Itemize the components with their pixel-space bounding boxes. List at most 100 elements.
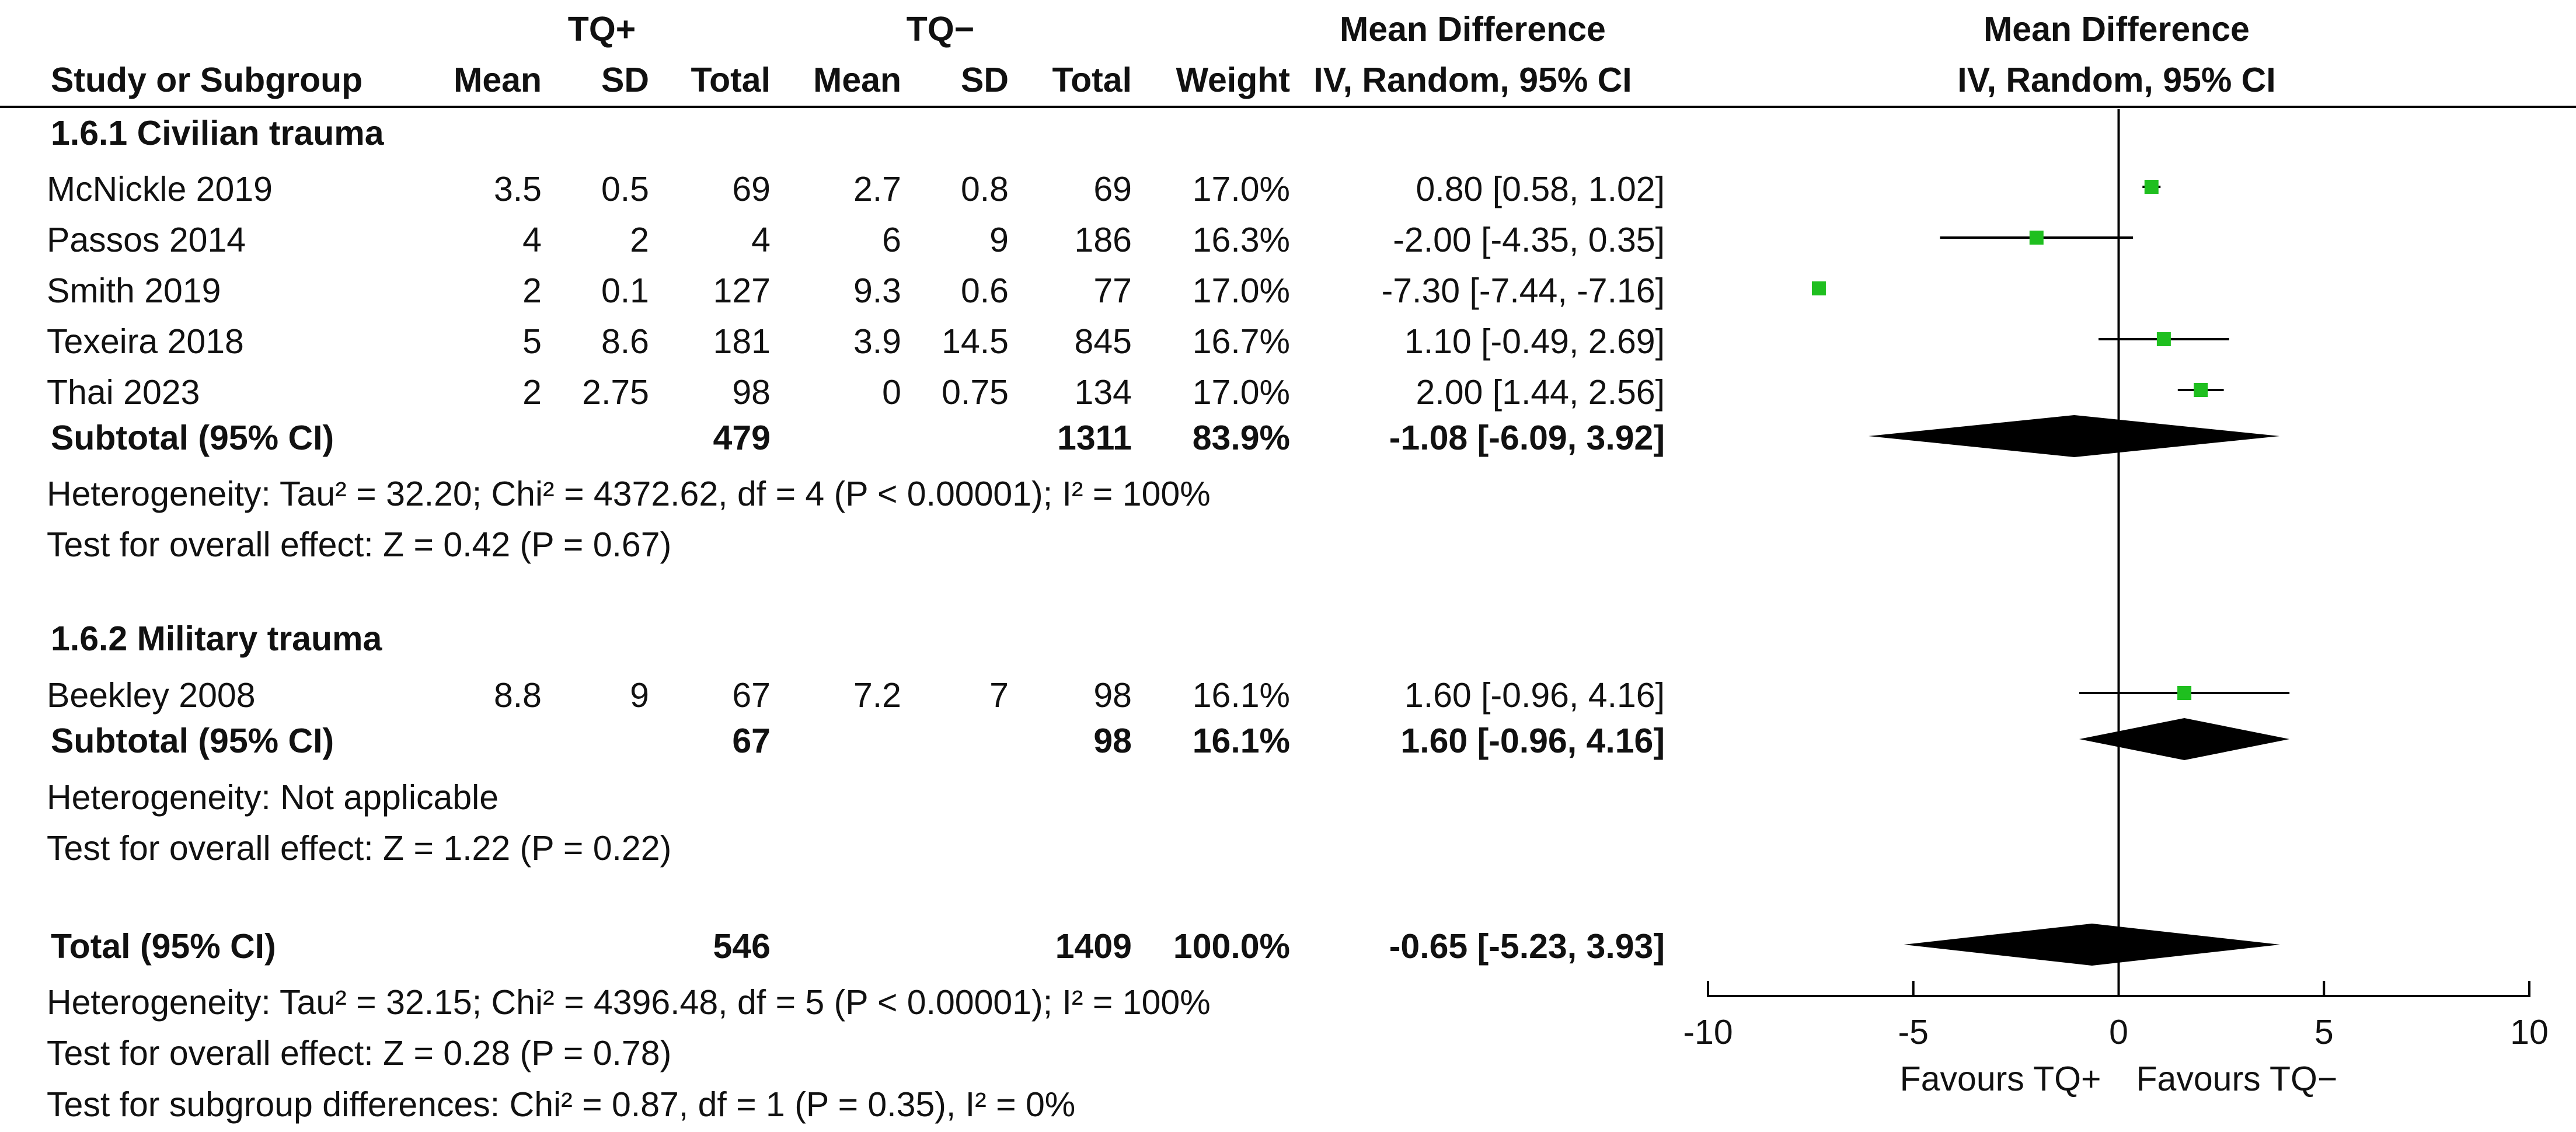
mean2-cell: 3.9 [853,322,901,361]
x-tick-label: -10 [1683,1013,1733,1051]
sd1-cell: 8.6 [601,322,649,361]
pooled-diamond [2079,718,2290,760]
total2-cell: 134 [1075,373,1132,412]
mean1-cell: 2 [522,271,542,310]
mean1-cell: 5 [522,322,542,361]
mean2-cell: 7.2 [853,676,901,715]
effect-square [2194,383,2208,397]
header-md-title: Mean Difference [1340,10,1606,48]
mean1-cell: 2 [522,373,542,412]
total2-cell: 77 [1093,271,1132,310]
subtotal-total1: 67 [732,722,771,760]
subgroup-differences-text: Test for subgroup differences: Chi² = 0.… [47,1085,1075,1124]
weight-cell: 16.3% [1193,221,1290,259]
total2-cell: 69 [1093,170,1132,208]
subtotal-row: Subtotal (95% CI) 67 98 16.1% 1.60 [-0.9… [51,722,1665,760]
header-plot-title: Mean Difference [1984,10,2250,48]
subtotal-weight: 83.9% [1193,419,1290,457]
total2-cell: 845 [1075,322,1132,361]
x-tick-label: -5 [1898,1013,1929,1051]
weight-cell: 17.0% [1193,170,1290,208]
sd1-cell: 0.5 [601,170,649,208]
total-heterogeneity-text: Heterogeneity: Tau² = 32.15; Chi² = 4396… [47,983,1211,1022]
heterogeneity-text: Heterogeneity: Tau² = 32.20; Chi² = 4372… [47,475,1211,513]
mean2-cell: 0 [882,373,901,412]
ci-cell: 1.60 [-0.96, 4.16] [1404,676,1665,715]
effect-square [2177,686,2192,700]
ci-cell: 1.10 [-0.49, 2.69] [1404,322,1665,361]
sd2-cell: 9 [989,221,1009,259]
subtotal-total2: 98 [1093,722,1132,760]
x-tick-label: 10 [2510,1013,2549,1051]
table-row: Smith 2019 2 0.1 127 9.3 0.6 77 17.0% -7… [47,271,1665,310]
ci-cell: -7.30 [-7.44, -7.16] [1382,271,1665,310]
header-mean2: Mean [813,61,901,99]
effect-square [2029,231,2044,245]
header-weight: Weight [1176,61,1290,99]
total-total2: 1409 [1055,927,1132,966]
x-tick-label: 5 [2314,1013,2334,1051]
weight-cell: 17.0% [1193,271,1290,310]
favours-left-label: Favours TQ+ [1900,1060,2101,1098]
header-sd1: SD [601,61,649,99]
mean1-cell: 3.5 [494,170,542,208]
heterogeneity-text: Heterogeneity: Not applicable [47,778,499,817]
effect-square [2156,332,2171,346]
mean1-cell: 8.8 [494,676,542,715]
sd2-cell: 0.8 [961,170,1009,208]
plot-area: -10 -5 0 5 10 Favours TQ+ Favours TQ− [1683,109,2549,1098]
subtotal-row: Subtotal (95% CI) 479 1311 83.9% -1.08 [… [51,419,1665,457]
subtotal-label: Subtotal (95% CI) [51,419,334,457]
overall-effect-text: Test for overall effect: Z = 0.42 (P = 0… [47,525,671,564]
total2-cell: 186 [1075,221,1132,259]
study-name: Beekley 2008 [47,676,256,715]
study-name: Texeira 2018 [47,322,244,361]
header-group1: TQ+ [568,10,636,48]
sd1-cell: 9 [630,676,649,715]
sd1-cell: 2.75 [582,373,649,412]
table-row: Thai 2023 2 2.75 98 0 0.75 134 17.0% 2.0… [47,373,1665,412]
sd2-cell: 0.6 [961,271,1009,310]
table-row: Passos 2014 4 2 4 6 9 186 16.3% -2.00 [-… [47,221,1665,259]
header-plot-method: IV, Random, 95% CI [1957,61,2275,99]
total-label: Total (95% CI) [51,927,276,966]
total1-cell: 181 [713,322,771,361]
total2-cell: 98 [1093,676,1132,715]
mean2-cell: 6 [882,221,901,259]
header-study: Study or Subgroup [51,61,362,99]
ci-cell: 2.00 [1.44, 2.56] [1416,373,1665,412]
mean2-cell: 9.3 [853,271,901,310]
total1-cell: 127 [713,271,771,310]
mean2-cell: 2.7 [853,170,901,208]
subgroup-title: 1.6.1 Civilian trauma [51,114,385,152]
subtotal-total1: 479 [713,419,771,457]
subtotal-ci: 1.60 [-0.96, 4.16] [1400,722,1665,760]
table-row: McNickle 2019 3.5 0.5 69 2.7 0.8 69 17.0… [47,170,1665,208]
study-name: McNickle 2019 [47,170,273,208]
effect-square [1811,281,1826,295]
weight-cell: 16.7% [1193,322,1290,361]
sd1-cell: 2 [630,221,649,259]
header-group2: TQ− [907,10,974,48]
header-total1: Total [691,61,771,99]
table-row: Texeira 2018 5 8.6 181 3.9 14.5 845 16.7… [47,322,1665,361]
weight-cell: 17.0% [1193,373,1290,412]
mean1-cell: 4 [522,221,542,259]
header-md-method: IV, Random, 95% CI [1313,61,1632,99]
study-name: Passos 2014 [47,221,246,259]
weight-cell: 16.1% [1193,676,1290,715]
pooled-diamond [1904,924,2280,966]
ci-cell: 0.80 [0.58, 1.02] [1416,170,1665,208]
header-total2: Total [1052,61,1132,99]
sd2-cell: 0.75 [942,373,1009,412]
overall-effect-text: Test for overall effect: Z = 1.22 (P = 0… [47,829,671,868]
study-name: Smith 2019 [47,271,221,310]
sd2-cell: 7 [989,676,1009,715]
total1-cell: 69 [732,170,771,208]
total-overall-effect-text: Test for overall effect: Z = 0.28 (P = 0… [47,1034,671,1072]
favours-right-label: Favours TQ− [2136,1060,2338,1098]
table-row: Beekley 2008 8.8 9 67 7.2 7 98 16.1% 1.6… [47,676,1665,715]
total1-cell: 67 [732,676,771,715]
total-ci: -0.65 [-5.23, 3.93] [1389,927,1665,966]
sd1-cell: 0.1 [601,271,649,310]
